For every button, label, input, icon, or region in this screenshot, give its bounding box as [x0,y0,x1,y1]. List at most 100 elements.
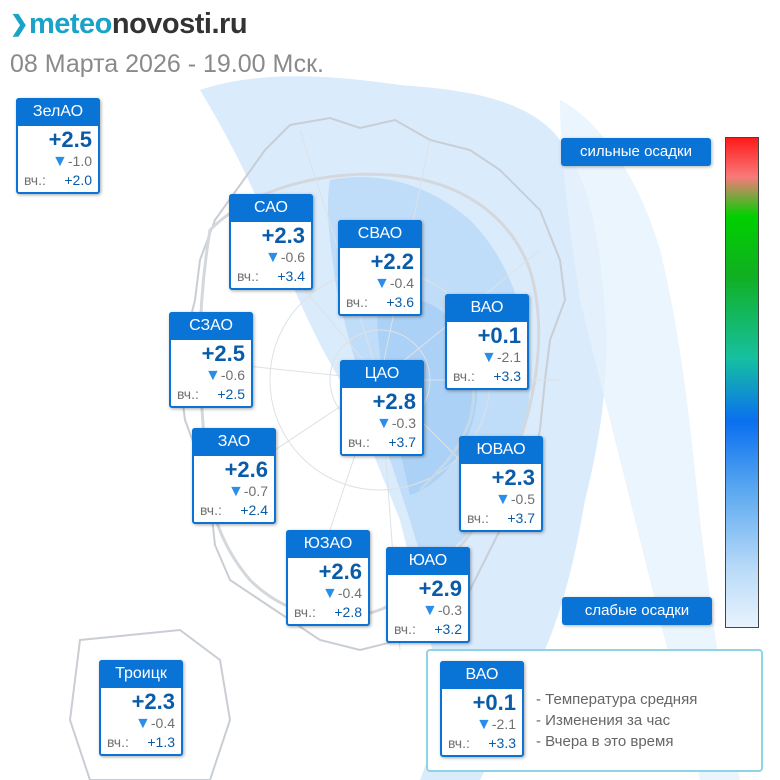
hourly-change: ▼-0.7 [194,482,274,501]
avg-temperature: +2.2 [370,249,414,274]
yesterday-label: вч.: [394,621,416,637]
district-name: ЮАО [386,547,470,575]
hourly-change: ▼-0.4 [340,274,420,293]
yesterday-label: вч.: [346,294,368,310]
yesterday-value: +3.7 [507,510,535,526]
district-name: СЗАО [169,312,253,340]
site-logo[interactable]: ❯meteonovosti.ru [10,6,248,42]
logo-mark-icon: ❯ [10,11,28,36]
district-card: САО +2.3 ▼-0.6 вч.: +3.4 [229,194,313,290]
yesterday-row: вч.: +3.6 [340,293,420,314]
legend-item-avg-temp: - Температура средняя [536,691,698,708]
yesterday-label: вч.: [294,604,316,620]
change-value: -1.0 [67,153,92,169]
change-value: -0.4 [150,715,175,731]
change-value: -0.4 [337,585,362,601]
down-arrow-icon: ▼ [376,415,392,432]
district-card: ЮЗАО +2.6 ▼-0.4 вч.: +2.8 [286,530,370,626]
change-value: -0.4 [389,275,414,291]
down-arrow-icon: ▼ [228,483,244,500]
hourly-change: ▼-0.4 [101,714,181,733]
yesterday-label: вч.: [448,735,470,751]
avg-temperature: +2.5 [201,341,245,366]
avg-temperature: +2.6 [318,559,362,584]
yesterday-value: +3.3 [488,735,516,751]
hourly-change: ▼-2.1 [442,715,522,734]
legend-item-hourly-change: - Изменения за час [536,712,671,729]
district-name: ЦАО [340,360,424,388]
yesterday-value: +3.6 [386,294,414,310]
legend-box: ВАО +0.1 ▼-2.1 вч.: +3.3 - Температура ср… [426,649,763,772]
hourly-change: ▼-0.6 [171,366,251,385]
hourly-change: ▼-0.6 [231,248,311,267]
yesterday-value: +3.7 [388,434,416,450]
avg-temperature: +2.9 [418,576,462,601]
district-card: Троицк +2.3 ▼-0.4 вч.: +1.3 [99,660,183,756]
yesterday-value: +2.8 [334,604,362,620]
district-name: ЗелАО [16,98,100,126]
yesterday-value: +3.2 [434,621,462,637]
yesterday-row: вч.: +3.3 [447,367,527,388]
logo-part-meteo: meteo [28,8,112,40]
down-arrow-icon: ▼ [495,491,511,508]
change-value: -0.5 [510,491,535,507]
district-card: СВАО +2.2 ▼-0.4 вч.: +3.6 [338,220,422,316]
avg-temperature: +2.5 [48,127,92,152]
yesterday-value: +1.3 [147,734,175,750]
yesterday-value: +3.3 [493,368,521,384]
yesterday-row: вч.: +2.0 [18,171,98,192]
avg-temperature: +0.1 [472,690,516,715]
avg-temperature: +2.3 [261,223,305,248]
logo-part-novosti: novosti [111,8,212,40]
district-card: ЦАО +2.8 ▼-0.3 вч.: +3.7 [340,360,424,456]
yesterday-label: вч.: [467,510,489,526]
district-card: ЗАО +2.6 ▼-0.7 вч.: +2.4 [192,428,276,524]
down-arrow-icon: ▼ [476,716,492,733]
legend-item-yesterday: - Вчера в это время [536,733,674,750]
avg-temperature: +2.8 [372,389,416,414]
district-name: Троицк [99,660,183,688]
yesterday-row: вч.: +3.2 [388,620,468,641]
legend-items: - Температура средняя - Изменения за час… [536,689,697,752]
yesterday-row: вч.: +3.4 [231,267,311,288]
yesterday-row: вч.: +2.8 [288,603,368,624]
down-arrow-icon: ▼ [374,275,390,292]
down-arrow-icon: ▼ [422,602,438,619]
district-name: САО [229,194,313,222]
light-precipitation-label: слабые осадки [562,597,712,625]
down-arrow-icon: ▼ [135,715,151,732]
yesterday-value: +2.5 [217,386,245,402]
yesterday-row: вч.: +2.5 [171,385,251,406]
yesterday-value: +2.0 [64,172,92,188]
avg-temperature: +2.3 [491,465,535,490]
district-card: ЮАО +2.9 ▼-0.3 вч.: +3.2 [386,547,470,643]
district-name: ЗАО [192,428,276,456]
district-card: ЗелАО +2.5 ▼-1.0 вч.: +2.0 [16,98,100,194]
down-arrow-icon: ▼ [265,249,281,266]
yesterday-row: вч.: +2.4 [194,501,274,522]
yesterday-row: вч.: +3.7 [342,433,422,454]
hourly-change: ▼-0.5 [461,490,541,509]
district-card: ЮВАО +2.3 ▼-0.5 вч.: +3.7 [459,436,543,532]
down-arrow-icon: ▼ [481,349,497,366]
district-name: СВАО [338,220,422,248]
yesterday-label: вч.: [24,172,46,188]
yesterday-row: вч.: +3.7 [461,509,541,530]
yesterday-label: вч.: [107,734,129,750]
yesterday-label: вч.: [200,502,222,518]
district-name: ЮВАО [459,436,543,464]
down-arrow-icon: ▼ [322,585,338,602]
change-value: -0.3 [391,415,416,431]
hourly-change: ▼-0.3 [342,414,422,433]
hourly-change: ▼-2.1 [447,348,527,367]
avg-temperature: +2.6 [224,457,268,482]
district-name: ВАО [440,661,524,689]
change-value: -0.6 [220,367,245,383]
hourly-change: ▼-0.3 [388,601,468,620]
yesterday-label: вч.: [453,368,475,384]
change-value: -0.6 [280,249,305,265]
yesterday-value: +3.4 [277,268,305,284]
district-name: ВАО [445,294,529,322]
yesterday-row: вч.: +3.3 [442,734,522,755]
hourly-change: ▼-0.4 [288,584,368,603]
